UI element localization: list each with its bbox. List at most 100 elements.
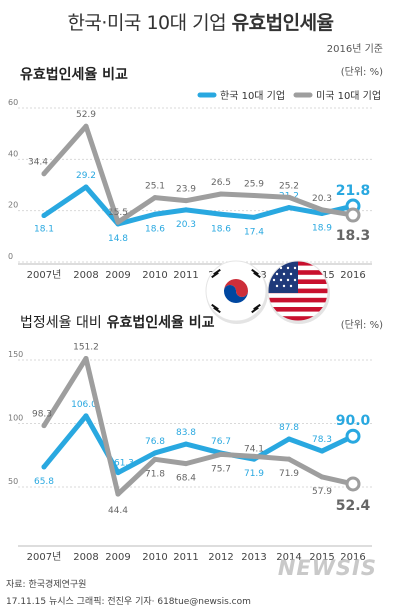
data-label: 44.4 — [108, 506, 128, 516]
x-tick-label: 2012 — [208, 552, 233, 563]
y-tick-label: 50 — [8, 477, 18, 486]
data-label: 65.8 — [34, 477, 54, 487]
data-point — [41, 464, 47, 470]
y-tick-label: 20 — [8, 201, 18, 210]
data-point — [83, 123, 89, 129]
data-label: 71.9 — [244, 469, 264, 479]
data-point — [286, 194, 292, 200]
data-point — [183, 461, 189, 467]
x-tick-label: 2011 — [173, 552, 198, 563]
x-tick-label: 2008 — [73, 552, 98, 563]
data-point — [345, 476, 361, 492]
page-title: 한국·미국 10대 기업 유효법인세율 — [0, 8, 401, 35]
data-label: 29.2 — [76, 171, 96, 181]
data-label: 98.3 — [32, 410, 52, 420]
chart1: 02040602007년2008200920102011201221132014… — [8, 98, 372, 281]
data-label: 52.4 — [336, 498, 371, 514]
data-point — [319, 207, 325, 213]
series-line-usa — [41, 355, 356, 497]
data-point — [251, 453, 257, 459]
data-label: 83.8 — [176, 428, 196, 438]
x-tick-label: 2013 — [241, 552, 266, 563]
series-line-korea — [41, 413, 356, 476]
x-tick-label: 2010 — [142, 270, 167, 281]
data-point — [286, 436, 292, 442]
series-line-usa — [41, 123, 356, 225]
data-point — [41, 213, 47, 219]
data-point — [183, 207, 189, 213]
data-point — [152, 211, 158, 217]
data-label: 68.4 — [176, 474, 196, 484]
data-label: 20.3 — [312, 194, 332, 204]
series-line-korea — [41, 184, 356, 227]
data-point — [218, 191, 224, 197]
korea-flag-icon — [205, 260, 268, 324]
data-point — [183, 198, 189, 204]
data-label: 15.5 — [108, 208, 128, 218]
y-tick-label: 40 — [8, 149, 18, 158]
page-title-normal: 한국·미국 10대 기업 — [67, 12, 227, 34]
data-point — [345, 428, 361, 444]
data-point — [286, 205, 292, 211]
data-point — [83, 355, 89, 361]
data-point — [152, 450, 158, 456]
data-label: 14.8 — [108, 234, 128, 244]
unit-label-1: (단위: %) — [340, 67, 383, 78]
data-point — [152, 456, 158, 462]
chart2-title: 법정세율 대비 유효법인세율 비교 — [20, 312, 215, 332]
data-label: 34.4 — [28, 158, 48, 168]
legend: 한국 10대 기업 미국 10대 기업 — [197, 89, 381, 102]
data-label: 71.9 — [279, 469, 299, 479]
data-label: 61.3 — [114, 459, 134, 469]
x-tick-label: 2007년 — [27, 269, 62, 281]
data-point — [41, 171, 47, 177]
x-tick-label: 2008 — [73, 270, 98, 281]
data-label: 71.8 — [145, 469, 165, 479]
data-label: 18.6 — [211, 224, 231, 234]
y-tick-label: 100 — [8, 414, 23, 423]
data-point — [83, 413, 89, 419]
data-label: 90.0 — [336, 413, 371, 429]
data-point — [41, 423, 47, 429]
x-tick-label: 2007년 — [27, 551, 62, 563]
data-point — [115, 491, 121, 497]
data-label: 25.1 — [145, 182, 165, 192]
page-title-bold: 유효법인세율 — [231, 12, 334, 34]
data-label: 20.3 — [176, 220, 196, 230]
data-point — [152, 195, 158, 201]
data-point — [115, 470, 121, 476]
data-label: 18.1 — [34, 225, 54, 235]
data-label: 76.8 — [145, 437, 165, 447]
chart1-title: 유효법인세율 비교 — [20, 67, 128, 83]
y-tick-label: 0 — [8, 252, 13, 261]
data-label: 18.9 — [312, 223, 332, 233]
data-label: 18.3 — [336, 228, 371, 244]
y-tick-label: 60 — [8, 98, 18, 107]
x-tick-label: 2010 — [142, 552, 167, 563]
chart2: 50 100 150 2007년 2008 2009 2010 2011 2012 2013 201… — [8, 342, 372, 563]
newsis-logo: NEWSIS — [277, 556, 377, 580]
data-label: 18.6 — [145, 224, 165, 234]
x-tick-label: 2016 — [340, 270, 365, 281]
data-label: 21.8 — [336, 183, 371, 199]
x-tick-label: 2015 — [309, 552, 334, 563]
credit-note: 17.11.15 뉴시스 그래픽: 전진우 기자· 618tue@newsis.… — [6, 597, 251, 607]
data-label: 17.4 — [244, 227, 264, 237]
data-label: 52.9 — [76, 110, 96, 120]
data-label: 25.9 — [244, 180, 264, 190]
x-tick-label: 2009 — [105, 270, 130, 281]
x-tick-label: 2009 — [105, 552, 130, 563]
data-point — [286, 456, 292, 462]
data-label: 76.7 — [211, 437, 231, 447]
legend-usa-label: 미국 10대 기업 — [316, 89, 381, 102]
unit-label-2: (단위: %) — [340, 320, 383, 331]
data-point — [319, 448, 325, 454]
data-label: 78.3 — [312, 435, 332, 445]
data-point — [319, 474, 325, 480]
x-tick-label: 2016 — [340, 552, 365, 563]
data-label: 87.8 — [279, 423, 299, 433]
data-label: 106.0 — [71, 400, 97, 410]
data-point — [183, 441, 189, 447]
data-point — [251, 193, 257, 199]
